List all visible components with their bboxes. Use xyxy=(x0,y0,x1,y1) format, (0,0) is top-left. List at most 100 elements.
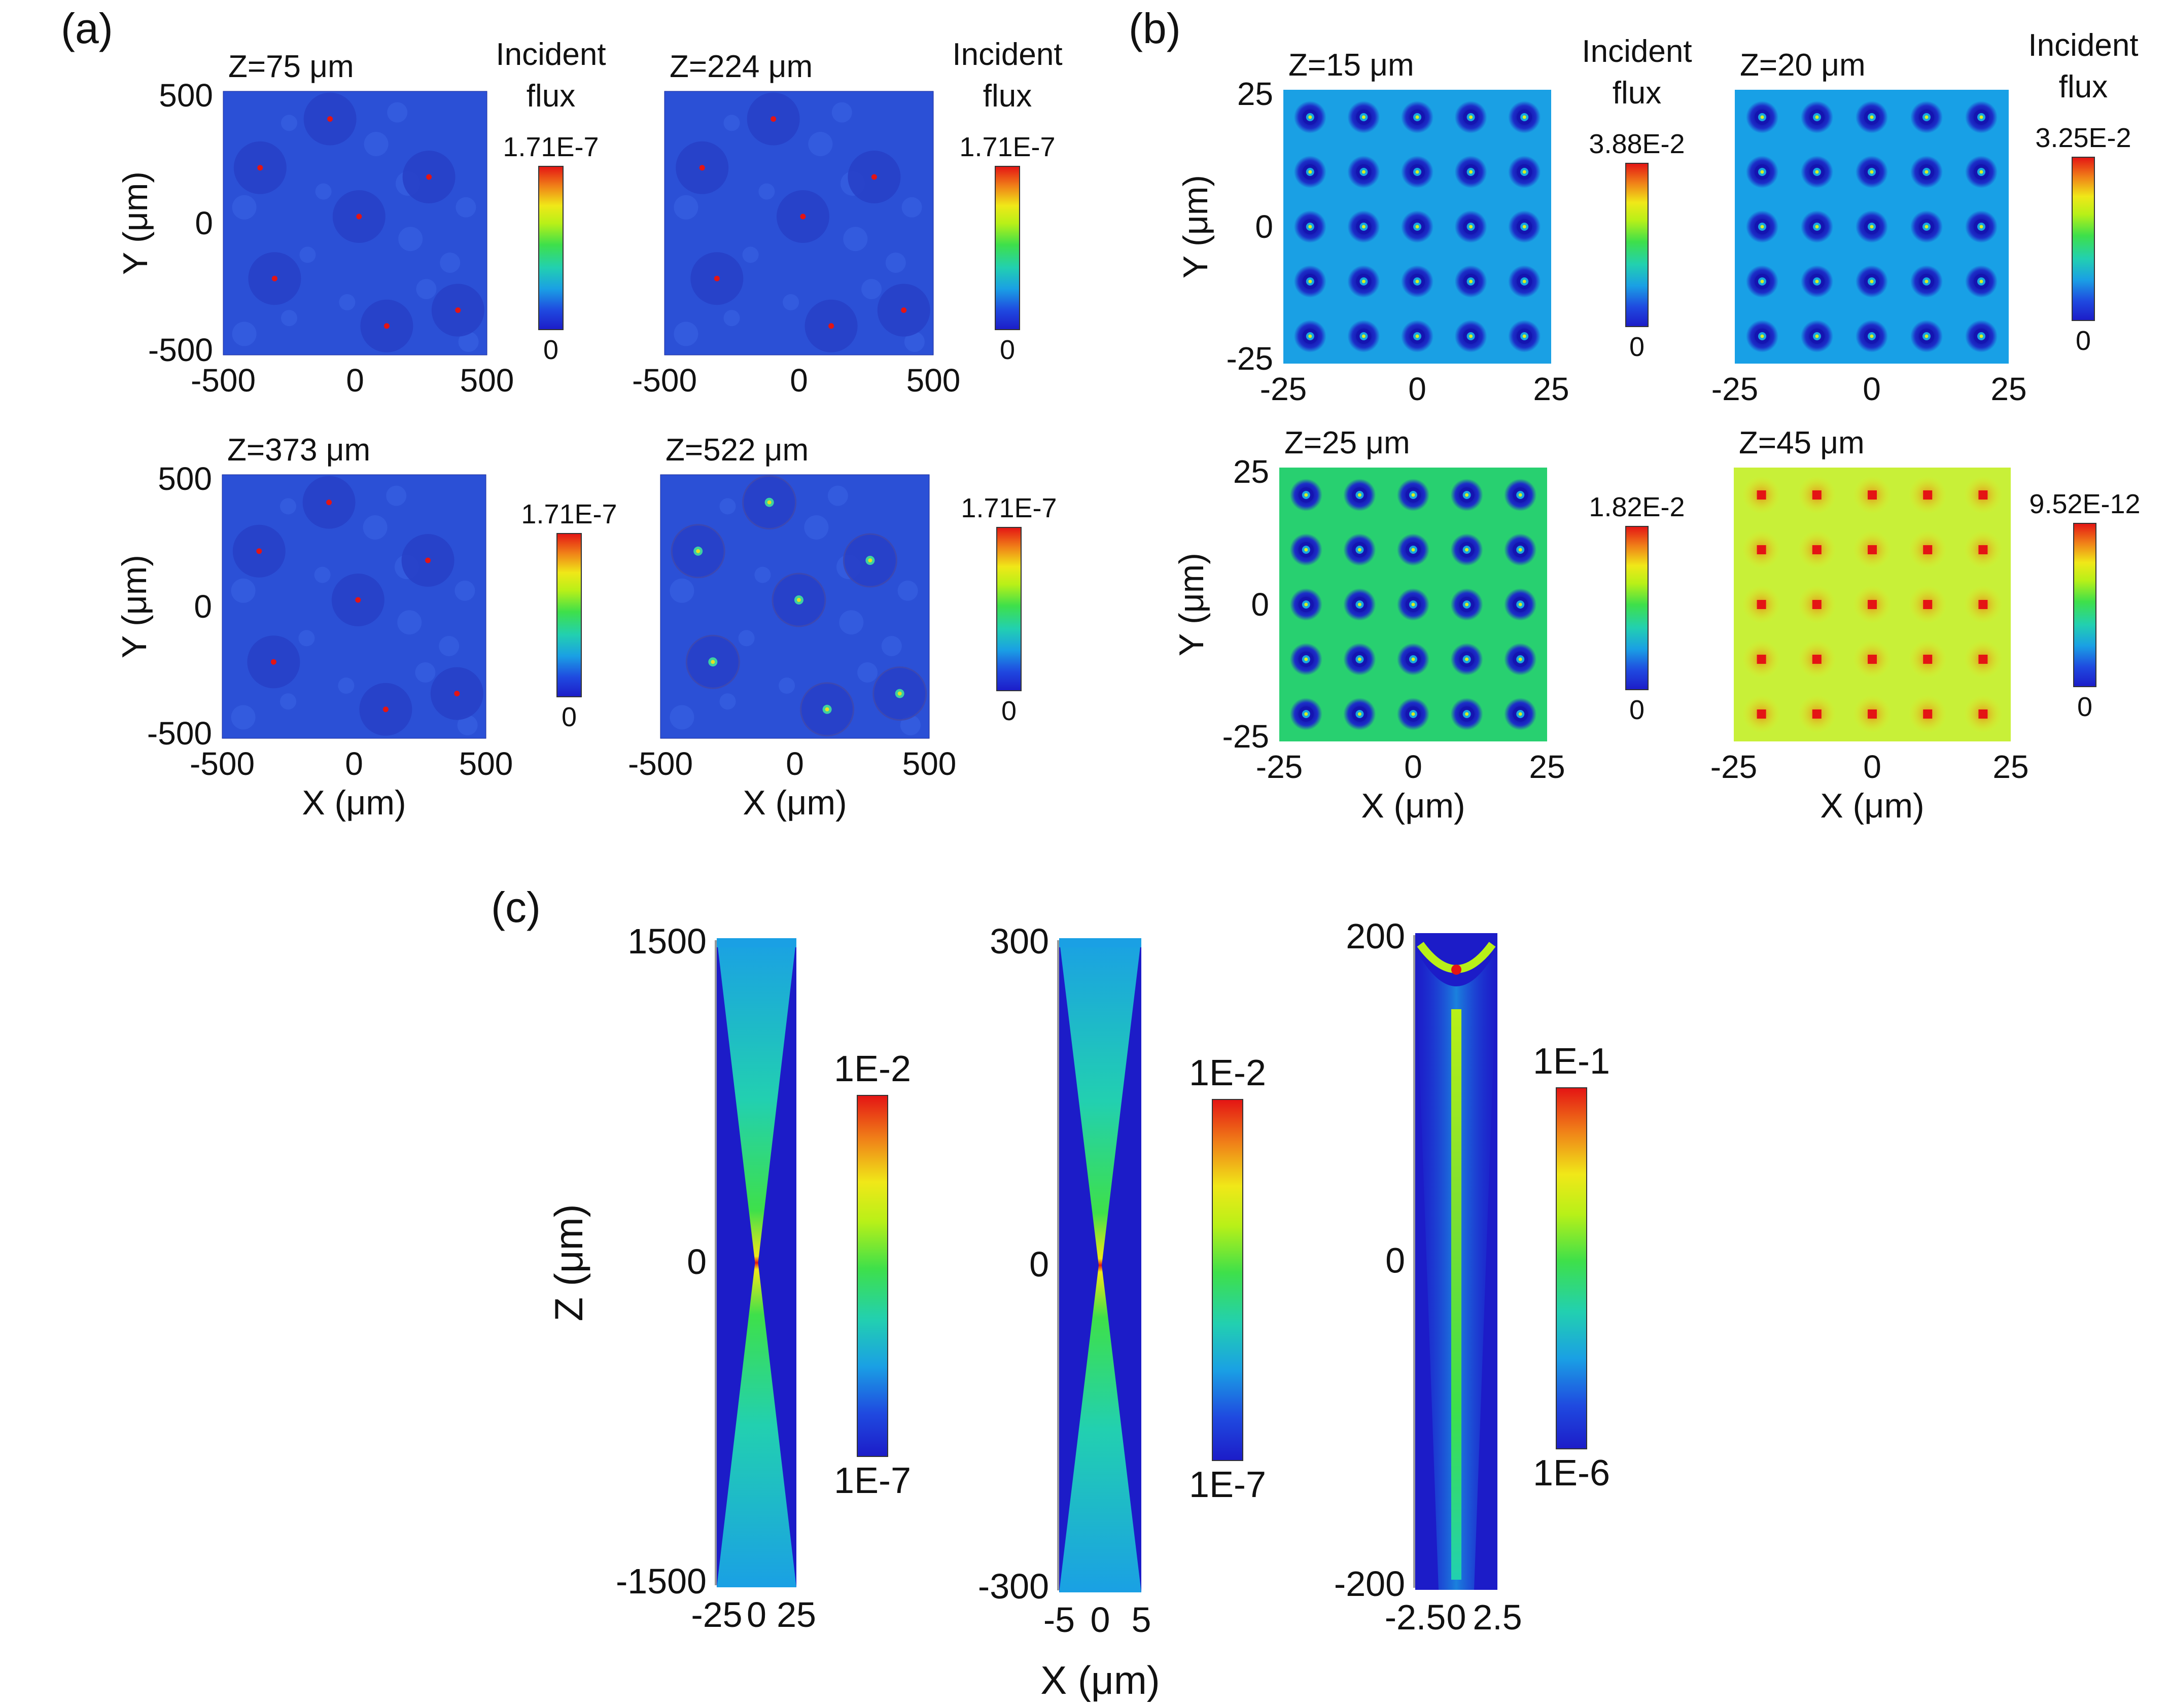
plot-frame xyxy=(660,474,930,739)
spot xyxy=(1304,548,1308,552)
y-tick-label: 200 xyxy=(1346,916,1405,956)
x-tick-label: -500 xyxy=(632,362,697,399)
x-tick-label: -25 xyxy=(1711,371,1759,407)
spot xyxy=(1415,225,1419,229)
spot xyxy=(1870,225,1874,229)
hotspot xyxy=(383,323,390,329)
lens-circle xyxy=(457,715,478,735)
colorbar-max-label: 9.52E-12 xyxy=(2029,489,2140,519)
colorbar-max-label: 3.25E-2 xyxy=(2035,123,2131,153)
lens-circle xyxy=(897,580,918,601)
spot xyxy=(1308,170,1312,174)
x-tick-label: 0 xyxy=(1404,749,1422,785)
subplot-title: Z=75 μm xyxy=(228,49,354,84)
spot xyxy=(1469,115,1473,119)
focal-spot xyxy=(1451,965,1461,975)
subplot-title: Z=522 μm xyxy=(666,433,809,468)
y-tick-label: -300 xyxy=(978,1567,1049,1606)
lens-circle xyxy=(670,578,694,603)
lens-circle xyxy=(804,515,829,540)
spot xyxy=(1757,709,1766,719)
colorbar-c3: 1E-1 1E-6 xyxy=(1533,1041,1610,1493)
colorbar-c2: 1E-2 1E-7 xyxy=(1189,1053,1266,1505)
spot xyxy=(1868,600,1877,609)
spot xyxy=(1979,279,1983,283)
hotspot xyxy=(426,174,432,180)
panel-label-a: (a) xyxy=(61,5,113,52)
hotspot xyxy=(699,165,705,171)
plot-area-b3 xyxy=(1279,468,1547,741)
hotspot xyxy=(901,307,907,313)
spot xyxy=(1357,657,1361,661)
lens-circle xyxy=(843,227,868,252)
lens-circle xyxy=(831,102,852,123)
lens-circle xyxy=(783,294,799,310)
colorbar-max-label: 1E-2 xyxy=(834,1049,911,1089)
spot xyxy=(1979,225,1983,229)
y-tick-label: 0 xyxy=(1385,1241,1405,1280)
spot xyxy=(1868,490,1877,500)
colorbar-min-label: 0 xyxy=(562,702,577,732)
spot xyxy=(1411,493,1415,497)
lens-circle xyxy=(839,610,864,635)
lens-circle xyxy=(885,253,906,273)
spot xyxy=(1923,600,1933,609)
colorbar-title-line1: Incident xyxy=(952,37,1062,72)
lens-circle xyxy=(454,580,475,601)
spot xyxy=(1925,115,1929,119)
plot-area-a3 xyxy=(222,474,486,739)
hotspot xyxy=(327,116,333,122)
colorbar-gradient xyxy=(857,1095,888,1457)
x-tick-label: 500 xyxy=(902,745,957,782)
x-tick-label: 2.5 xyxy=(1473,1597,1522,1637)
y-tick-label: 300 xyxy=(990,921,1049,961)
subplot-title: Z=224 μm xyxy=(670,49,813,84)
hotspot xyxy=(355,597,361,603)
colorbar-max-label: 1.71E-7 xyxy=(959,132,1055,162)
hotspot xyxy=(270,659,276,665)
guided-beam xyxy=(1451,1009,1461,1580)
lens-circle xyxy=(314,566,331,583)
hotspot-core xyxy=(868,558,872,562)
colorbar-gradient xyxy=(1625,526,1649,690)
spot xyxy=(1979,115,1983,119)
x-tick-label: 0 xyxy=(786,745,804,782)
y-tick-label: 500 xyxy=(159,77,213,114)
colorbar-gradient xyxy=(1625,163,1649,327)
spot xyxy=(1361,170,1366,174)
spot xyxy=(1925,170,1929,174)
plot-area-c1 xyxy=(715,938,796,1587)
lens-circle xyxy=(674,195,698,220)
lens-circle xyxy=(723,115,740,131)
spot xyxy=(1304,712,1308,716)
colorbar-gradient xyxy=(556,533,582,697)
spot xyxy=(1518,657,1522,661)
spot xyxy=(1465,493,1469,497)
colorbar-min-label: 1E-7 xyxy=(834,1461,911,1501)
spot xyxy=(1760,225,1764,229)
hotspot xyxy=(271,275,277,281)
spot xyxy=(1469,225,1473,229)
spot xyxy=(1923,655,1933,664)
colorbar-c1: 1E-2 1E-7 xyxy=(834,1049,911,1501)
y-tick-label: 0 xyxy=(1251,586,1269,623)
lens-circle xyxy=(881,636,902,656)
spot xyxy=(1465,657,1469,661)
y-axis-label: Y (μm) xyxy=(116,171,155,275)
y-axis-label: Y (μm) xyxy=(1176,175,1215,278)
spot xyxy=(1308,279,1312,283)
y-axis-label: Y (μm) xyxy=(115,555,154,658)
lens-circle xyxy=(719,693,736,710)
hotspot-core xyxy=(825,707,829,711)
colorbar-max-label: 3.88E-2 xyxy=(1589,129,1685,159)
x-tick-label: 25 xyxy=(1533,371,1569,407)
spot xyxy=(1923,490,1933,500)
x-axis-label: X (μm) xyxy=(743,784,847,822)
lens-circle xyxy=(281,115,297,131)
lens-circle xyxy=(779,678,795,694)
subplot-title: Z=25 μm xyxy=(1284,425,1410,460)
x-tick-label: 0 xyxy=(1447,1597,1466,1637)
colorbar-min-label: 0 xyxy=(2076,326,2091,356)
lens-circle xyxy=(723,310,740,327)
